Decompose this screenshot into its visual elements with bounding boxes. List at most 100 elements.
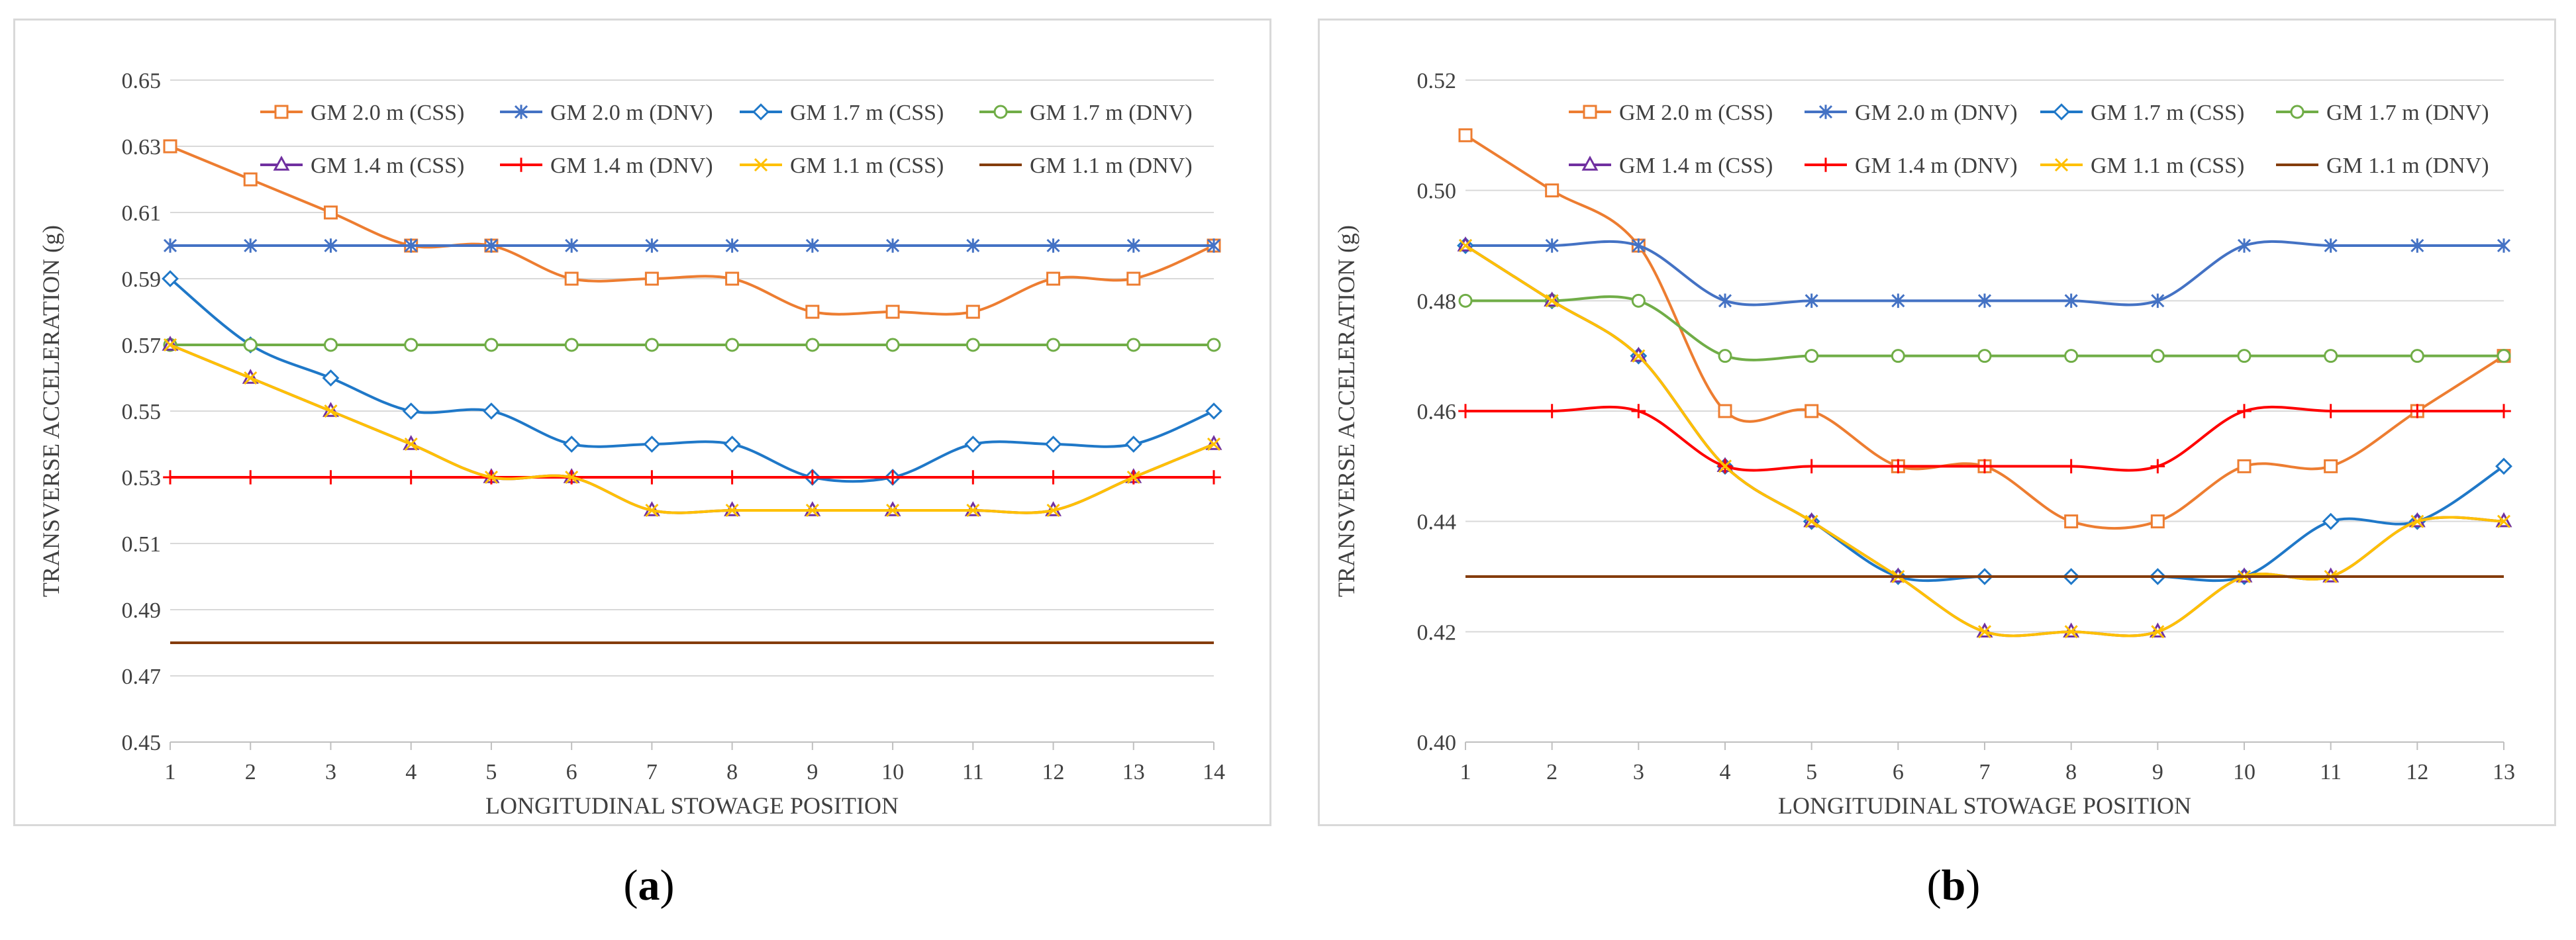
chart-b-data-point bbox=[1891, 293, 1905, 308]
chart-b-xtick-label: 13 bbox=[2493, 760, 2515, 784]
chart-a-data-point bbox=[723, 436, 741, 453]
chart-b-data-point bbox=[2237, 349, 2252, 363]
chart-a-series-line bbox=[170, 344, 1214, 514]
chart-b-xtick-label: 11 bbox=[2320, 760, 2342, 784]
chart-b-data-point bbox=[1458, 238, 1473, 253]
chart-b-ytick-label: 0.46 bbox=[1417, 400, 1457, 424]
chart-a-data-point bbox=[404, 437, 418, 451]
chart-b-xtick-label: 3 bbox=[1633, 760, 1644, 784]
chart-b-data-point bbox=[2063, 459, 2079, 474]
chart-a-data-point bbox=[1046, 238, 1060, 253]
chart-a-legend-label: GM 1.1 m (CSS) bbox=[790, 154, 944, 178]
chart-b-data-point bbox=[2410, 238, 2424, 253]
chart-a-series-line bbox=[170, 145, 1214, 316]
chart-a-legend-label: GM 1.4 m (DNV) bbox=[550, 154, 713, 178]
chart-b-data-point bbox=[1631, 404, 1646, 418]
chart-b-legend-marker bbox=[2054, 158, 2069, 172]
chart-a-series-5 bbox=[163, 470, 1221, 485]
chart-a-data-point bbox=[565, 238, 579, 253]
chart-b-data-point bbox=[1458, 404, 1473, 418]
chart-a-data-point bbox=[645, 503, 659, 518]
chart-b-xtick-label: 8 bbox=[2065, 760, 2077, 784]
caption-a-letter: a bbox=[638, 861, 660, 910]
chart-a-data-point bbox=[484, 338, 499, 352]
chart-a-ytick-label: 0.49 bbox=[122, 598, 162, 623]
chart-b-data-point bbox=[2497, 514, 2511, 528]
chart-a-legend-item: GM 1.1 m (DNV) bbox=[979, 154, 1193, 178]
caption-a-open: ( bbox=[623, 861, 638, 910]
chart-a-legend-item: GM 1.4 m (CSS) bbox=[260, 154, 464, 178]
chart-b-data-point bbox=[1718, 293, 1732, 308]
chart-a-legend-item: GM 1.7 m (CSS) bbox=[740, 101, 944, 125]
chart-a-data-point bbox=[1044, 436, 1062, 453]
chart-a-xtick-label: 4 bbox=[405, 760, 417, 784]
chart-b-data-point bbox=[1632, 238, 1646, 253]
chart-a-legend-marker bbox=[754, 158, 768, 172]
chart-a-series-6 bbox=[163, 338, 1221, 518]
chart-a-legend-marker bbox=[752, 103, 769, 120]
chart-a-data-point bbox=[322, 369, 340, 387]
chart-panel-a: 0.45 0.47 0.49 0.51 0.53 0.55 0.57 0.59 0.61 0.63… bbox=[13, 19, 1271, 826]
chart-b-data-point bbox=[2064, 349, 2079, 363]
chart-b-ytick-label: 0.40 bbox=[1417, 731, 1457, 755]
chart-a-data-point bbox=[323, 338, 338, 352]
chart-a-data-point bbox=[805, 503, 819, 518]
chart-b-data-point bbox=[1891, 349, 1905, 363]
chart-a-data-point bbox=[1205, 402, 1222, 420]
chart-b-data-point bbox=[1718, 404, 1732, 418]
chart-b-data-point bbox=[2064, 514, 2079, 529]
chart-b-ytick-label: 0.48 bbox=[1417, 289, 1457, 314]
chart-a-data-point bbox=[403, 470, 419, 485]
caption-a-close: ) bbox=[660, 861, 675, 910]
chart-a-data-point bbox=[805, 338, 820, 352]
chart-a-data-point bbox=[324, 404, 338, 418]
chart-b-legend-marker bbox=[1581, 156, 1599, 171]
caption-b-letter: b bbox=[1941, 861, 1966, 910]
chart-b-data-point bbox=[2237, 404, 2252, 418]
chart-a-data-point bbox=[1046, 271, 1061, 286]
chart-b-xtick-label: 9 bbox=[2152, 760, 2163, 784]
chart-a-xtick-label: 3 bbox=[325, 760, 336, 784]
chart-a-legend-marker bbox=[514, 158, 528, 172]
chart-a-data-point bbox=[966, 238, 980, 253]
chart-a-ytick-label: 0.55 bbox=[122, 400, 162, 424]
chart-b-legend-item: GM 1.4 m (DNV) bbox=[1805, 154, 2018, 178]
chart-b-data-point bbox=[1891, 459, 1906, 474]
chart-b-data-point bbox=[2495, 457, 2512, 475]
chart-a-data-point bbox=[1046, 470, 1061, 485]
chart-a-ytick-label: 0.63 bbox=[122, 135, 162, 160]
caption-b-close: ) bbox=[1965, 861, 1981, 910]
chart-b-data-point bbox=[2064, 625, 2078, 639]
chart-a-legend: GM 2.0 m (CSS) GM 2.0 m (DNV) GM 1.7 m (CS… bbox=[260, 101, 1193, 178]
chart-b-legend-marker bbox=[1818, 158, 1833, 172]
chart-a-data-point bbox=[644, 271, 659, 286]
chart-a-data-point bbox=[1046, 338, 1061, 352]
caption-b-open: ( bbox=[1926, 861, 1942, 910]
chart-a-data-point bbox=[966, 503, 980, 518]
chart-a-data-point bbox=[323, 205, 338, 220]
chart-a-data-point bbox=[1126, 338, 1141, 352]
chart-a-series-2 bbox=[162, 270, 1222, 486]
caption-a: (a) bbox=[583, 861, 715, 911]
chart-b-data-point bbox=[2497, 349, 2511, 363]
chart-a-data-point bbox=[964, 436, 982, 453]
chart-b-legend: GM 2.0 m (CSS) GM 2.0 m (DNV) GM 1.7 m (CS… bbox=[1569, 101, 2489, 178]
chart-b-svg: 0.400.420.440.460.480.500.521 2 3 4 5 6 7 8 9 10 1… bbox=[1333, 69, 2515, 819]
chart-a-data-point bbox=[966, 338, 980, 352]
chart-b-data-point bbox=[2410, 514, 2424, 528]
chart-b-ytick-label: 0.52 bbox=[1417, 69, 1457, 93]
chart-b-legend-marker bbox=[2053, 103, 2070, 120]
chart-b-legend-marker bbox=[2290, 105, 2304, 119]
chart-a-xtick-label: 13 bbox=[1122, 760, 1145, 784]
chart-b-legend-marker bbox=[1818, 105, 1833, 119]
chart-b-data-point bbox=[2323, 404, 2338, 418]
chart-a-ytick-label: 0.57 bbox=[122, 334, 162, 358]
chart-a-series-line bbox=[170, 344, 1214, 514]
chart-a-data-point bbox=[885, 305, 900, 319]
chart-b-xtick-label: 12 bbox=[2406, 760, 2428, 784]
chart-b-legend-label: GM 2.0 m (DNV) bbox=[1855, 101, 2018, 125]
chart-b-legend-item: GM 1.7 m (CSS) bbox=[2040, 101, 2244, 125]
chart-a-data-point bbox=[643, 436, 661, 453]
chart-b-data-point bbox=[2410, 404, 2425, 418]
chart-a-data-point bbox=[725, 338, 740, 352]
